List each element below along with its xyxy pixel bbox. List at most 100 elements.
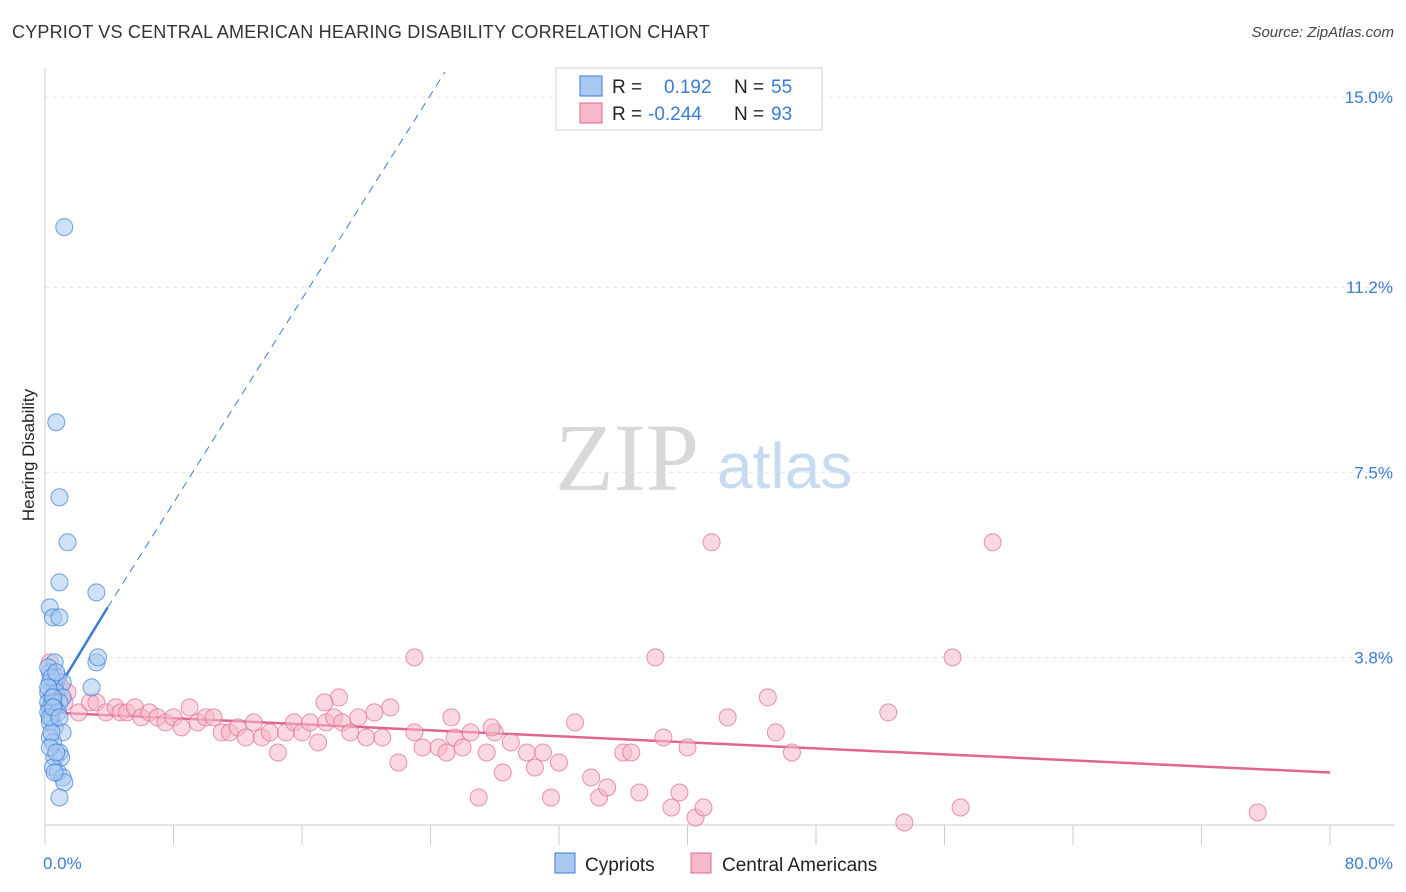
bottom-legend-swatch-cypriots bbox=[554, 852, 576, 874]
y-tick-label-3: 15.0% bbox=[1345, 88, 1393, 107]
cypriot-point-1 bbox=[47, 413, 66, 432]
central-american-point-46 bbox=[405, 723, 424, 742]
x-tick-label-0: 0.0% bbox=[43, 854, 82, 873]
central-american-point-41 bbox=[357, 728, 376, 747]
legend-r-value-1: -0.244 bbox=[648, 104, 702, 125]
central-american-point-81 bbox=[782, 743, 801, 762]
central-american-point-64 bbox=[582, 768, 601, 787]
central-american-point-66 bbox=[598, 778, 617, 797]
watermark-zip: ZIP bbox=[555, 404, 699, 511]
central-american-point-30 bbox=[268, 743, 287, 762]
y-tick-label-0: 3.8% bbox=[1354, 648, 1393, 667]
central-american-point-74 bbox=[678, 738, 697, 757]
legend-n-value-1: 93 bbox=[771, 104, 792, 125]
central-american-point-57 bbox=[501, 733, 520, 752]
central-american-point-29 bbox=[260, 723, 279, 742]
central-american-point-19 bbox=[180, 698, 199, 717]
y-tick-label-1: 7.5% bbox=[1354, 463, 1393, 482]
central-american-point-73 bbox=[670, 783, 689, 802]
cypriot-point-17 bbox=[82, 678, 101, 697]
central-american-point-34 bbox=[301, 713, 320, 732]
central-american-point-51 bbox=[453, 738, 472, 757]
central-american-point-40 bbox=[349, 708, 368, 727]
cypriot-point-44 bbox=[47, 663, 66, 682]
cypriot-point-0 bbox=[55, 218, 74, 237]
central-american-point-47 bbox=[413, 738, 432, 757]
central-american-point-53 bbox=[469, 788, 488, 807]
x-tick-label-1: 80.0% bbox=[1345, 854, 1393, 873]
central-american-point-5 bbox=[69, 703, 88, 722]
central-american-point-43 bbox=[373, 728, 392, 747]
grid-lines bbox=[45, 96, 1395, 658]
cypriot-point-2 bbox=[50, 488, 69, 507]
central-american-point-83 bbox=[895, 813, 914, 832]
central-american-point-59 bbox=[525, 758, 544, 777]
central-american-point-92 bbox=[482, 718, 501, 737]
central-american-point-35 bbox=[309, 733, 328, 752]
source-label: Source: ZipAtlas.com bbox=[1251, 24, 1394, 41]
central-american-point-85 bbox=[951, 798, 970, 817]
tick-labels: 3.8% 7.5% 11.2% 15.0% 0.0% 80.0% bbox=[43, 88, 1393, 873]
central-american-point-79 bbox=[758, 688, 777, 707]
central-american-point-70 bbox=[646, 648, 665, 667]
central-american-point-88 bbox=[405, 648, 424, 667]
cypriot-point-50 bbox=[47, 743, 66, 762]
cypriot-point-8 bbox=[50, 608, 69, 627]
legend-swatch-cypriots bbox=[579, 75, 603, 97]
y-axis-label: Hearing Disability bbox=[19, 388, 38, 521]
cypriot-point-41 bbox=[50, 788, 69, 807]
central-american-point-26 bbox=[236, 728, 255, 747]
central-american-point-61 bbox=[541, 788, 560, 807]
legend: R = 0.192 N = 55 R = -0.244 N = 93 bbox=[555, 67, 823, 131]
central-american-point-78 bbox=[718, 708, 737, 727]
central-american-point-89 bbox=[442, 708, 461, 727]
y-tick-label-2: 11.2% bbox=[1346, 278, 1393, 297]
bottom-legend-cypriots: Cypriots bbox=[585, 855, 655, 876]
watermark-atlas: atlas bbox=[717, 430, 852, 502]
central-american-point-63 bbox=[566, 713, 585, 732]
cypriot-point-5 bbox=[87, 583, 106, 602]
legend-n-value-0: 55 bbox=[771, 77, 792, 98]
central-american-point-87 bbox=[1248, 803, 1267, 822]
central-american-point-58 bbox=[517, 743, 536, 762]
legend-r-value-0: 0.192 bbox=[664, 77, 712, 98]
central-american-point-68 bbox=[622, 743, 641, 762]
cypriot-point-3 bbox=[58, 533, 77, 552]
central-american-point-27 bbox=[244, 713, 263, 732]
bottom-legend-swatch-central bbox=[690, 852, 712, 874]
central-american-point-18 bbox=[172, 718, 191, 737]
legend-n-label-1: N = bbox=[734, 104, 764, 125]
cypriot-point-51 bbox=[45, 763, 64, 782]
bottom-legend-central: Central Americans bbox=[722, 855, 877, 876]
central-american-point-62 bbox=[550, 753, 568, 772]
central-american-point-84 bbox=[943, 648, 962, 667]
central-american-point-91 bbox=[315, 693, 334, 712]
central-american-point-22 bbox=[204, 708, 223, 727]
central-american-point-52 bbox=[461, 723, 480, 742]
central-american-point-77 bbox=[702, 533, 721, 552]
data-points bbox=[39, 218, 1267, 832]
cypriot-trend-extension bbox=[107, 71, 446, 608]
central-american-point-39 bbox=[341, 723, 360, 742]
central-american-point-42 bbox=[365, 703, 384, 722]
legend-n-label-0: N = bbox=[734, 77, 764, 98]
central-american-point-60 bbox=[533, 743, 552, 762]
central-american-point-72 bbox=[662, 798, 681, 817]
central-american-point-56 bbox=[493, 763, 512, 782]
cypriot-point-4 bbox=[50, 573, 69, 592]
central-american-point-80 bbox=[766, 723, 785, 742]
central-american-point-44 bbox=[381, 698, 400, 717]
cypriot-point-10 bbox=[89, 648, 108, 667]
central-american-point-49 bbox=[437, 743, 456, 762]
legend-r-label-1: R = bbox=[612, 104, 642, 125]
legend-swatch-central bbox=[579, 102, 603, 124]
central-american-point-82 bbox=[879, 703, 898, 722]
cypriot-point-54 bbox=[50, 708, 69, 727]
central-american-point-54 bbox=[477, 743, 496, 762]
central-american-point-45 bbox=[389, 753, 408, 772]
central-american-point-76 bbox=[694, 798, 713, 817]
central-american-point-69 bbox=[630, 783, 649, 802]
cypriot-point-48 bbox=[42, 723, 61, 742]
legend-r-label-0: R = bbox=[612, 77, 642, 98]
